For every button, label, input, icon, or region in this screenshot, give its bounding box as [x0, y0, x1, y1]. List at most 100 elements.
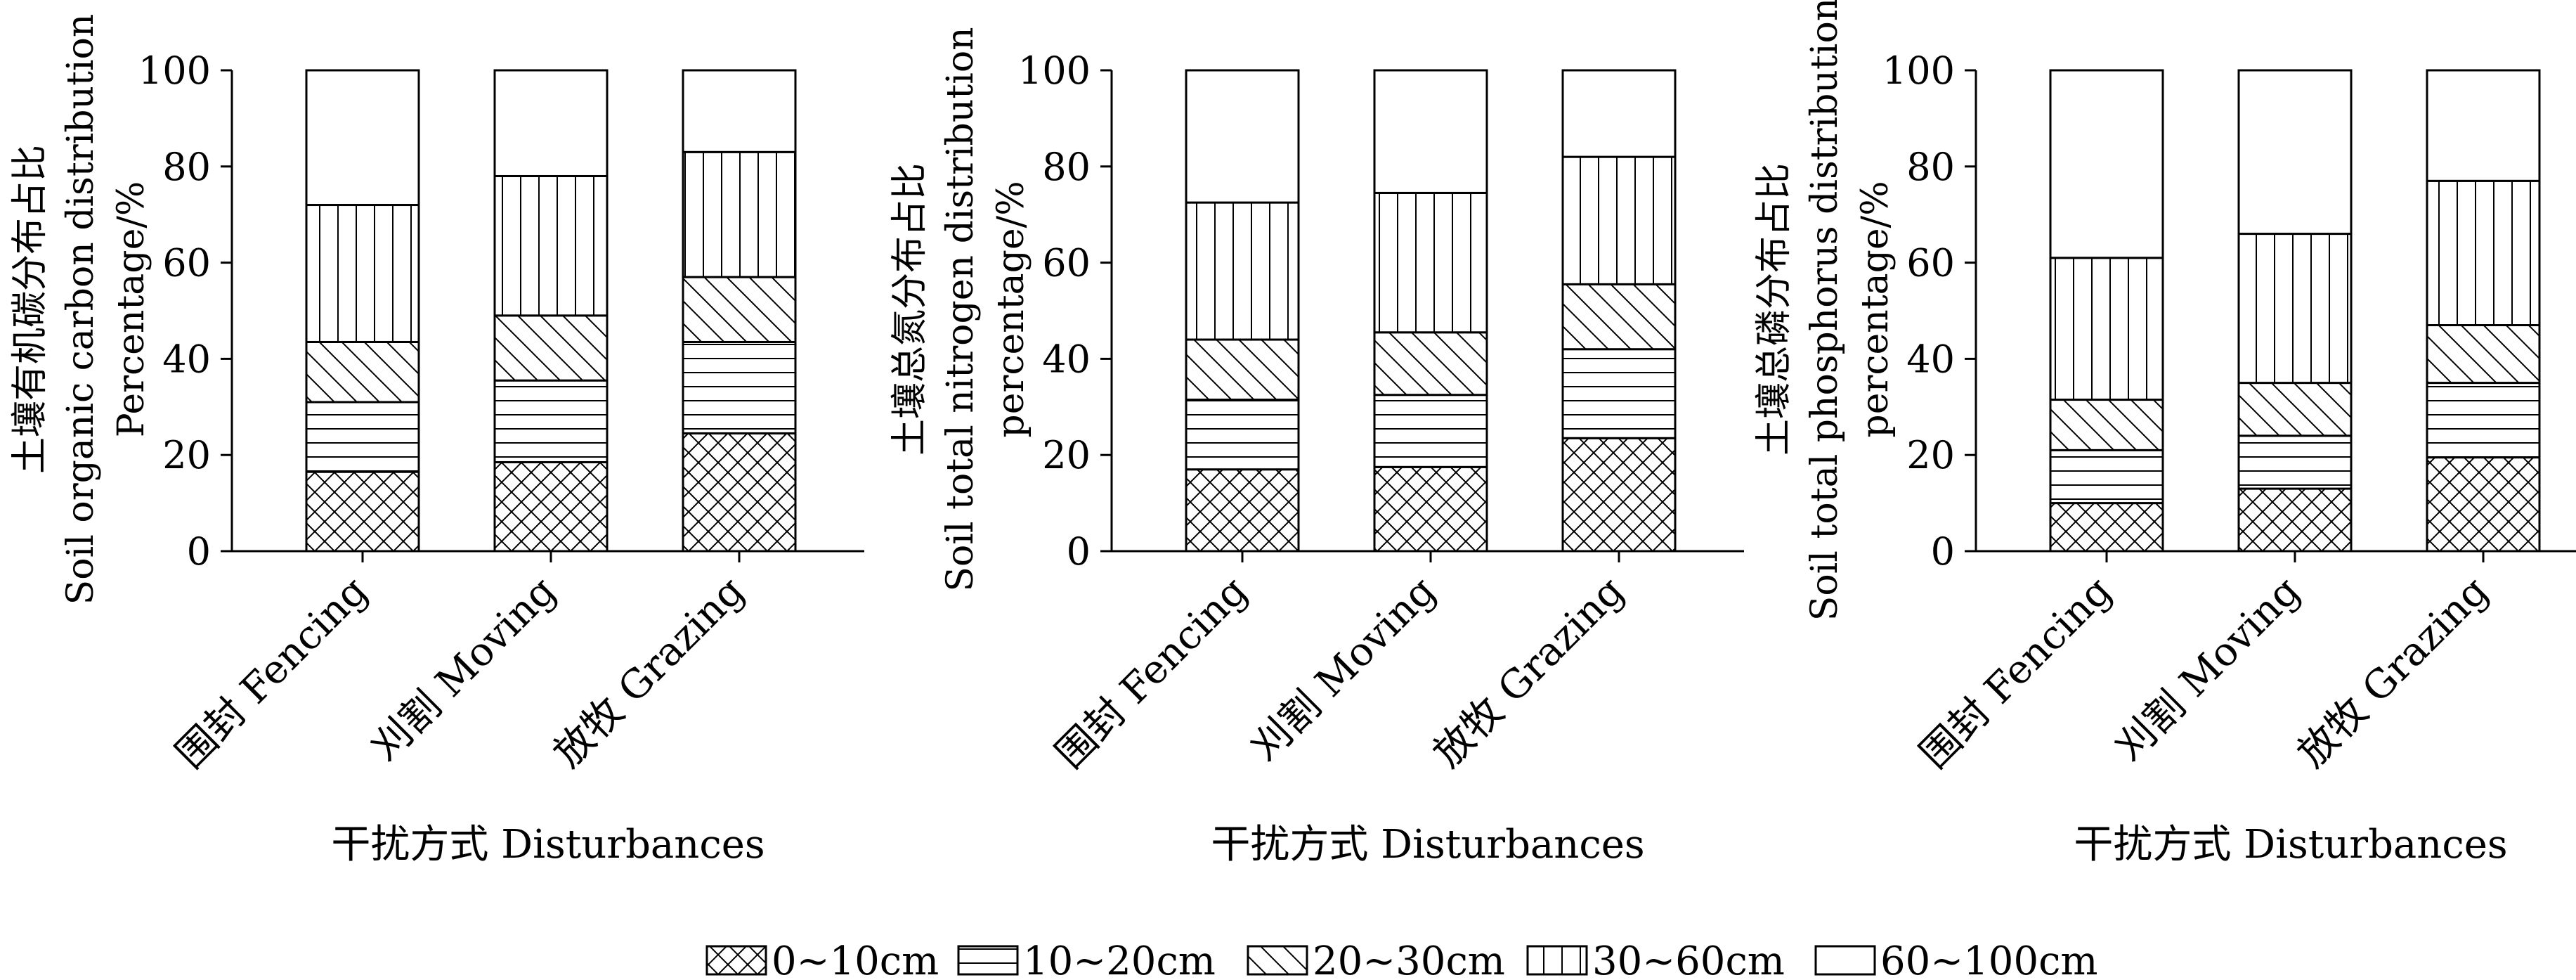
x-axis-title: 干扰方式 Disturbances [2074, 822, 2507, 868]
legend-swatch [957, 945, 1019, 976]
legend-swatch [1526, 945, 1588, 976]
legend-swatch [1247, 945, 1308, 976]
x-category-label: 围封 Fencing [1911, 568, 2121, 778]
bar-segment-30-60cm [2237, 233, 2353, 385]
legend-label: 0~10cm [772, 939, 939, 980]
y-tick-label: 80 [1042, 145, 1091, 189]
bar-segment-10-20cm [1561, 348, 1677, 439]
x-category-label: 放牧 Grazing [545, 568, 753, 776]
y-axis-title-line-2: Soil organic carbon distribution [60, 14, 102, 605]
bar-segment-0-10cm [1185, 468, 1300, 553]
bar-segment-10-20cm [2426, 382, 2541, 459]
bar-segment-30-60cm [493, 174, 609, 317]
bar-segment-0-10cm [1561, 437, 1677, 553]
legend-item-20-30cm: 20~30cm [1247, 939, 1505, 980]
x-category-label: 围封 Fencing [167, 568, 377, 778]
y-tick-label: 100 [1882, 49, 1955, 93]
bar-segment-20-30cm [2426, 324, 2541, 385]
bar-segment-10-20cm [493, 379, 609, 463]
bar-segment-30-60cm [2426, 179, 2541, 327]
bar-segment-0-10cm [682, 432, 797, 553]
y-axis-title-line-1: 土壤总磷分布占比 [1753, 163, 1795, 456]
legend-label: 20~30cm [1313, 939, 1505, 980]
bar-segment-20-30cm [493, 314, 609, 382]
bar-segment-60-100cm [682, 69, 797, 153]
bar-segment-60-100cm [493, 69, 609, 177]
bar-segment-10-20cm [2049, 449, 2164, 505]
y-tick-label: 20 [162, 433, 211, 477]
bar-segment-30-60cm [2049, 257, 2164, 401]
y-tick-label: 100 [138, 49, 211, 93]
legend-label: 30~60cm [1592, 939, 1785, 980]
x-category-label: 放牧 Grazing [1425, 568, 1633, 776]
bar-segment-20-30cm [682, 276, 797, 343]
y-tick-label: 60 [1042, 241, 1091, 285]
legend-item-60-100cm: 60~100cm [1814, 939, 2098, 980]
y-axis-title-line-3: Percentage/% [110, 181, 152, 438]
x-category-label: 围封 Fencing [1047, 568, 1256, 778]
x-category-label: 刈割 Moving [2107, 568, 2309, 771]
y-axis-title-line-2: Soil total phosphorus distribution [1804, 0, 1846, 621]
bar-segment-10-20cm [1373, 394, 1488, 468]
legend-label: 60~100cm [1880, 939, 2098, 980]
bar-segment-0-10cm [493, 460, 609, 553]
bar-segment-0-10cm [2426, 456, 2541, 553]
bar-segment-30-60cm [1185, 201, 1300, 341]
bar-segment-10-20cm [2237, 434, 2353, 490]
legend-item-0-10cm: 0~10cm [705, 939, 939, 980]
bar-segment-30-60cm [682, 150, 797, 278]
legend: 0~10cm 10~20cm 20~30cm 30~60cm 60~100cm [705, 939, 2098, 980]
bar-segment-60-100cm [1561, 69, 1677, 158]
y-tick-label: 40 [162, 337, 211, 381]
y-tick-label: 60 [1906, 241, 1955, 285]
x-category-label: 放牧 Grazing [2289, 568, 2497, 776]
bar-segment-10-20cm [305, 401, 420, 473]
bar-segment-0-10cm [1373, 465, 1488, 553]
y-tick-label: 60 [162, 241, 211, 285]
bar-segment-60-100cm [1185, 69, 1300, 204]
bar-segment-60-100cm [2237, 69, 2353, 236]
bar-segment-20-30cm [2049, 399, 2164, 451]
legend-swatch [705, 945, 767, 976]
y-tick-label: 100 [1018, 49, 1091, 93]
bar-segment-10-20cm [1185, 399, 1300, 471]
y-axis-title-line-1: 土壤总氮分布占比 [889, 163, 931, 456]
bar-segment-60-100cm [2049, 69, 2164, 259]
y-tick-label: 40 [1042, 337, 1091, 381]
legend-swatch [1814, 945, 1876, 976]
legend-item-10-20cm: 10~20cm [957, 939, 1216, 980]
legend-label: 10~20cm [1023, 939, 1216, 980]
y-axis-title-line-3: percentage/% [990, 181, 1032, 437]
bar-segment-0-10cm [2049, 502, 2164, 553]
x-axis-title: 干扰方式 Disturbances [331, 822, 765, 868]
bar-segment-0-10cm [305, 470, 420, 553]
y-axis-title-line-3: percentage/% [1854, 181, 1897, 437]
bar-segment-20-30cm [1185, 338, 1300, 401]
bar-segment-30-60cm [1373, 191, 1488, 334]
bar-segment-20-30cm [2237, 382, 2353, 437]
y-tick-label: 80 [1906, 145, 1955, 189]
y-axis-title-line-2: Soil total nitrogen distribution [939, 27, 982, 591]
y-axis-title-line-1: 土壤有机碳分布占比 [9, 145, 51, 474]
bar-segment-20-30cm [1373, 331, 1488, 396]
y-tick-label: 80 [162, 145, 211, 189]
y-tick-label: 0 [1931, 529, 1955, 574]
legend-item-30-60cm: 30~60cm [1526, 939, 1785, 980]
y-tick-label: 20 [1906, 433, 1955, 477]
bar-segment-30-60cm [1561, 155, 1677, 285]
bar-segment-0-10cm [2237, 487, 2353, 553]
x-axis-title: 干扰方式 Disturbances [1211, 822, 1644, 868]
bar-segment-10-20cm [682, 340, 797, 434]
bar-segment-30-60cm [305, 204, 420, 343]
x-category-label: 刈割 Moving [363, 568, 565, 771]
bar-segment-20-30cm [305, 340, 420, 404]
y-tick-label: 0 [1067, 529, 1091, 574]
y-tick-label: 40 [1906, 337, 1955, 381]
y-tick-label: 0 [187, 529, 211, 574]
